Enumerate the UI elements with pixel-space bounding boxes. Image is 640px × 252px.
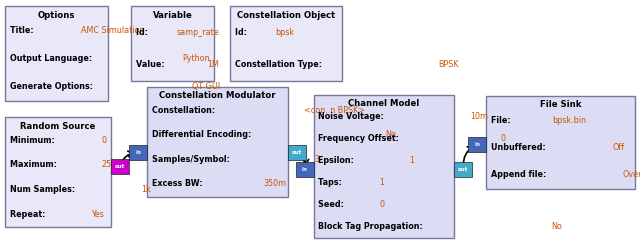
FancyBboxPatch shape — [296, 162, 314, 177]
Text: Constellation Object: Constellation Object — [237, 11, 335, 20]
Text: QT GUI: QT GUI — [193, 82, 221, 91]
FancyBboxPatch shape — [5, 6, 108, 101]
Text: 10m: 10m — [470, 112, 488, 121]
FancyBboxPatch shape — [5, 117, 111, 227]
Text: Channel Model: Channel Model — [348, 99, 420, 108]
Text: Constellation:: Constellation: — [152, 106, 218, 115]
Text: 0: 0 — [501, 134, 506, 143]
Text: Id:: Id: — [235, 28, 250, 37]
Text: Samples/Symbol:: Samples/Symbol: — [152, 155, 232, 164]
Text: Title:: Title: — [10, 26, 36, 35]
Text: Options: Options — [38, 11, 75, 20]
Text: <con. n BPSK>: <con. n BPSK> — [304, 106, 365, 115]
Text: 350m: 350m — [264, 179, 287, 188]
Text: No: No — [385, 130, 396, 139]
Text: 0: 0 — [379, 200, 384, 209]
Text: Taps:: Taps: — [318, 178, 345, 187]
Text: BPSK: BPSK — [438, 59, 458, 69]
Text: Constellation Type:: Constellation Type: — [235, 59, 324, 69]
Text: in: in — [135, 150, 141, 155]
Text: 3: 3 — [314, 155, 319, 164]
Text: Num Samples:: Num Samples: — [10, 185, 77, 194]
Text: in: in — [474, 142, 481, 147]
Text: Generate Options:: Generate Options: — [10, 82, 95, 91]
Text: Seed:: Seed: — [318, 200, 347, 209]
Text: Excess BW:: Excess BW: — [152, 179, 205, 188]
Text: Random Source: Random Source — [20, 122, 95, 131]
Text: Epsilon:: Epsilon: — [318, 156, 356, 165]
Text: Python: Python — [182, 54, 210, 63]
Text: Yes: Yes — [91, 210, 104, 218]
Text: 255: 255 — [101, 161, 116, 169]
Text: Maximum:: Maximum: — [10, 161, 60, 169]
Text: out: out — [292, 150, 302, 155]
Text: Output Language:: Output Language: — [10, 54, 95, 63]
Text: bpsk: bpsk — [275, 28, 294, 37]
FancyBboxPatch shape — [288, 145, 306, 160]
Text: Differential Encoding:: Differential Encoding: — [152, 130, 253, 139]
FancyBboxPatch shape — [468, 137, 486, 152]
Text: Overwrite: Overwrite — [623, 170, 640, 179]
Text: out: out — [115, 164, 125, 169]
Text: 1k: 1k — [141, 185, 152, 194]
Text: 1: 1 — [379, 178, 384, 187]
Text: 1M: 1M — [207, 59, 219, 69]
Text: samp_rate: samp_rate — [176, 28, 219, 37]
Text: in: in — [301, 167, 308, 172]
Text: out: out — [458, 167, 468, 172]
FancyBboxPatch shape — [147, 87, 288, 197]
FancyBboxPatch shape — [131, 6, 214, 81]
Text: File Sink: File Sink — [540, 100, 581, 109]
FancyBboxPatch shape — [230, 6, 342, 81]
Text: Variable: Variable — [153, 11, 193, 20]
Text: Value:: Value: — [136, 59, 167, 69]
Text: Repeat:: Repeat: — [10, 210, 48, 218]
FancyBboxPatch shape — [129, 145, 147, 160]
Text: 1: 1 — [410, 156, 415, 165]
Text: 0: 0 — [101, 136, 106, 145]
FancyBboxPatch shape — [111, 159, 129, 174]
FancyBboxPatch shape — [314, 94, 454, 238]
Text: AMC Simulation: AMC Simulation — [81, 26, 144, 35]
Text: Append file:: Append file: — [491, 170, 549, 179]
FancyBboxPatch shape — [486, 96, 635, 189]
Text: Off: Off — [612, 143, 625, 152]
Text: Block Tag Propagation:: Block Tag Propagation: — [318, 222, 426, 231]
Text: No: No — [552, 222, 563, 231]
Text: Minimum:: Minimum: — [10, 136, 57, 145]
Text: Frequency Offset:: Frequency Offset: — [318, 134, 402, 143]
Text: File:: File: — [491, 116, 513, 125]
Text: Constellation Modulator: Constellation Modulator — [159, 91, 276, 101]
FancyBboxPatch shape — [454, 162, 472, 177]
Text: Id:: Id: — [136, 28, 150, 37]
Text: Noise Voltage:: Noise Voltage: — [318, 112, 387, 121]
Text: Unbuffered:: Unbuffered: — [491, 143, 548, 152]
Text: bpsk.bin: bpsk.bin — [552, 116, 586, 125]
